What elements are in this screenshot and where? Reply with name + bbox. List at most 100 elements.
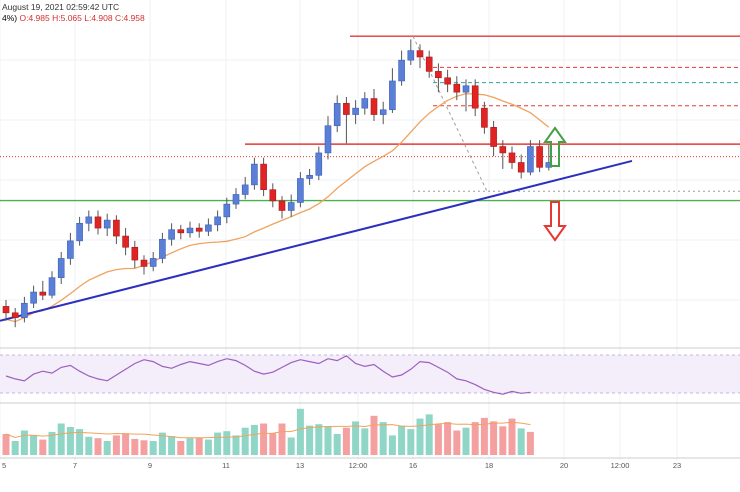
candle-body-28 [260,163,267,190]
candle-30 [278,196,286,219]
volume-bar-19 [177,441,185,455]
candle-17 [159,232,166,264]
fib-retracement-dashes [412,35,488,192]
candle-33 [306,168,313,185]
candle-body-2 [21,302,28,318]
candle-13 [122,228,129,256]
volume-bar-1 [11,441,19,455]
candle-body-24 [223,203,231,218]
volume-bar-32 [296,408,304,455]
header-ohlc: O:4.985 H:5.065 L:4.908 C:4.958 [19,13,145,23]
header-ohlc-line: 4%) O:4.985 H:5.065 L:4.908 C:4.958 [2,13,145,23]
volume-bar-29 [269,433,277,455]
candle-5 [48,271,56,299]
volume-bar-40 [370,415,378,455]
candle-44 [407,39,415,65]
volume-bar-28 [260,423,268,455]
volume-bar-30 [278,423,286,455]
volume-bar-51 [471,422,479,455]
candle-body-47 [435,71,442,79]
candle-16 [149,252,157,272]
candle-28 [260,157,267,197]
volume-bar-54 [499,426,507,455]
candle-32 [297,172,304,208]
volume-bar-36 [333,434,341,455]
x-tick-label-8: 20 [560,461,568,470]
volume-bar-25 [232,435,240,455]
candle-body-26 [241,184,249,195]
candle-body-30 [278,200,286,211]
candle-42 [389,68,396,113]
x-tick-label-3: 11 [222,461,230,470]
volume-bar-13 [122,433,130,455]
volume-bar-0 [2,434,10,455]
candle-body-25 [232,194,240,205]
volume-bar-53 [490,421,498,455]
candle-9 [85,210,93,232]
candle-body-5 [48,277,56,296]
candle-35 [324,116,332,160]
candle-body-9 [85,216,93,224]
volume-bar-7 [66,427,74,455]
candle-body-34 [315,152,323,176]
candle-22 [205,218,212,237]
candles [2,39,553,328]
volume-bar-57 [526,431,534,455]
candle-48 [444,69,451,93]
volume-bar-5 [48,431,56,455]
candle-47 [435,63,442,93]
candle-52 [481,101,488,134]
candle-53 [490,120,497,157]
volume-bar-12 [112,435,120,455]
volume-bar-50 [462,427,470,455]
header-datetime: August 19, 2021 02:59:42 UTC [2,2,120,12]
candle-34 [315,146,323,181]
candle-body-51 [471,85,479,109]
candle-body-10 [94,216,102,229]
candle-body-1 [11,312,19,318]
volume-bar-27 [250,424,258,455]
candle-45 [416,44,424,69]
candle-body-33 [306,175,313,179]
candle-body-14 [131,246,139,261]
candle-body-43 [398,59,405,82]
candle-18 [168,223,175,246]
volume-bar-55 [508,418,516,455]
candle-body-56 [517,162,525,173]
candle-58 [536,140,543,173]
candle-46 [425,50,433,78]
volume-bar-9 [85,436,93,455]
volume-bar-42 [388,435,396,455]
candle-8 [76,216,83,246]
x-tick-label-1: 7 [73,461,77,470]
candle-25 [232,188,240,209]
candle-body-53 [490,127,497,147]
candle-body-45 [416,50,424,58]
candle-body-29 [269,189,277,202]
candle-37 [343,96,350,144]
rsi-band [0,355,740,393]
volume-bar-34 [315,424,323,455]
candle-20 [186,221,194,238]
volume-bar-15 [140,440,148,455]
candle-body-22 [205,224,212,232]
candle-body-35 [324,125,332,154]
volume-bar-52 [480,417,488,455]
volume-bar-10 [94,438,102,455]
x-tick-label-4: 13 [296,461,304,470]
moving-average-line [5,92,550,323]
candle-4 [39,280,47,301]
candle-body-38 [352,107,359,115]
volume-bar-43 [398,425,406,455]
volume-bar-37 [342,427,350,455]
volume-bar-22 [204,439,212,455]
up-arrow-icon [543,126,567,167]
candle-24 [223,197,231,224]
candle-body-19 [177,229,185,234]
volume-bar-20 [186,438,194,455]
candle-body-4 [39,291,47,296]
trend-line [0,159,633,322]
candle-body-57 [527,146,534,173]
candle-6 [57,252,65,285]
